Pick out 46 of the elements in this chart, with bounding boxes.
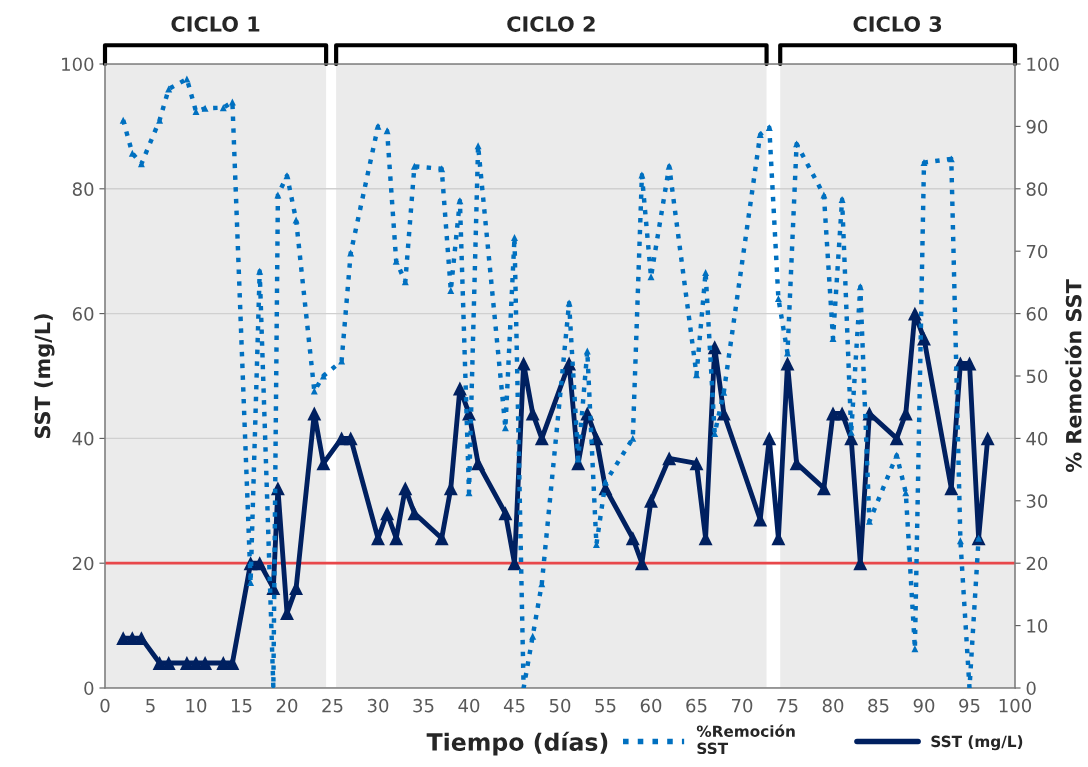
- y-tick-label: 0: [84, 681, 94, 696]
- x-tick-label: 60: [640, 698, 662, 713]
- x-tick-label: 100: [999, 698, 1032, 713]
- y2-tick-label: 0: [1026, 681, 1036, 696]
- x-tick-label: 75: [777, 698, 798, 713]
- band-label: CICLO 1: [171, 16, 260, 32]
- y2-tick-label: 50: [1026, 369, 1048, 384]
- y2-tick-label: 10: [1027, 619, 1048, 633]
- x-tick-label: 0: [100, 698, 110, 713]
- y2-axis-title: % Remoción SST: [1064, 279, 1082, 473]
- y-tick-label: 20: [72, 556, 94, 571]
- y2-tick-label: 60: [1026, 307, 1048, 321]
- legend-label: %Remoción SST: [696, 724, 795, 755]
- x-tick-label: 90: [913, 698, 935, 713]
- y-tick-label: 80: [72, 182, 94, 196]
- x-tick-label: 65: [686, 698, 707, 713]
- x-tick-label: 55: [595, 698, 616, 713]
- y2-tick-label: 30: [1026, 494, 1048, 508]
- y2-tick-label: 90: [1026, 119, 1048, 134]
- legend-label: SST (mg/L): [931, 735, 1023, 751]
- band-label: CICLO 3: [853, 16, 942, 32]
- x-tick-label: 50: [549, 698, 571, 713]
- y2-tick-label: 80: [1026, 182, 1048, 196]
- y-axis-title: SST (mg/L): [34, 314, 55, 439]
- x-tick-label: 85: [868, 698, 889, 713]
- y-tick-label: 40: [72, 431, 94, 446]
- y-tick-label: 100: [62, 57, 94, 72]
- y2-tick-label: 70: [1026, 244, 1048, 259]
- x-tick-label: 70: [731, 698, 753, 713]
- x-tick-label: 80: [822, 698, 844, 713]
- x-tick-label: 25: [322, 698, 343, 713]
- x-axis-title: Tiempo (días): [426, 731, 608, 756]
- y-tick-label: 60: [72, 307, 94, 321]
- x-tick-label: 95: [959, 698, 980, 713]
- x-tick-label: 45: [503, 698, 525, 713]
- x-tick-label: 20: [276, 698, 298, 713]
- x-tick-label: 40: [458, 698, 480, 713]
- x-tick-label: 15: [232, 698, 252, 713]
- y2-tick-label: 20: [1026, 556, 1048, 571]
- x-tick-label: 35: [413, 698, 434, 713]
- x-tick-label: 5: [146, 698, 155, 713]
- y2-tick-label: 40: [1026, 431, 1048, 446]
- band-label: CICLO 2: [507, 16, 595, 32]
- x-tick-label: 10: [186, 698, 207, 713]
- y2-tick-label: 100: [1027, 57, 1059, 72]
- x-tick-label: 30: [367, 698, 389, 713]
